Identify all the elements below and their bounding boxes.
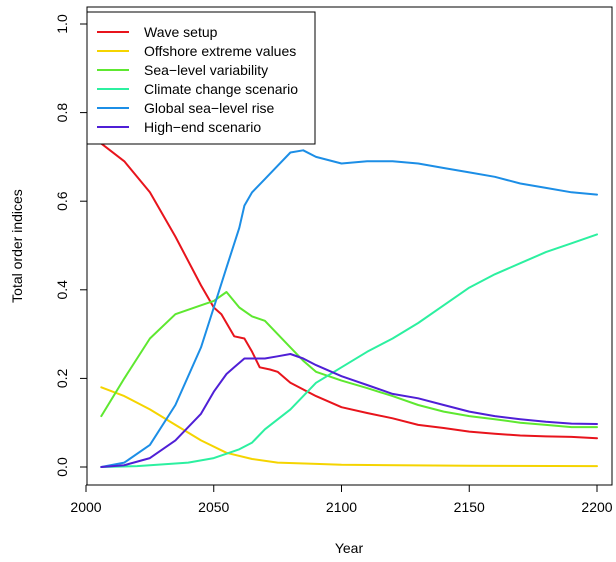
x-tick-label-1: 2050 [198, 499, 229, 515]
legend-box [86, 11, 316, 145]
x-axis-title: Year [335, 540, 364, 556]
series-line-3 [100, 233, 598, 468]
legend-label-2: Sea−level variability [144, 62, 268, 78]
series-line-5 [100, 353, 598, 468]
legend-label-3: Climate change scenario [144, 81, 298, 97]
legend: Wave setup Offshore extreme values Sea−lev… [86, 11, 316, 145]
series-line-1 [100, 386, 598, 468]
legend-label-1: Offshore extreme values [144, 43, 296, 59]
legend-label-0: Wave setup [144, 24, 218, 40]
y-tick-label-3: 0.6 [54, 191, 70, 211]
series-layer [100, 142, 598, 468]
legend-label-4: Global sea−level rise [144, 100, 275, 116]
y-tick-label-4: 0.8 [54, 103, 70, 123]
y-tick-label-0: 0.0 [54, 457, 70, 477]
legend-label-5: High−end scenario [144, 119, 261, 135]
series-line-2 [100, 291, 598, 429]
y-tick-label-1: 0.2 [54, 368, 70, 388]
y-axis-title: Total order indices [9, 189, 25, 303]
y-tick-label-2: 0.4 [54, 280, 70, 300]
series-line-4 [100, 149, 598, 468]
y-tick-label-5: 1.0 [54, 14, 70, 34]
x-tick-label-2: 2100 [326, 499, 357, 515]
x-tick-label-4: 2200 [581, 499, 612, 515]
x-tick-label-3: 2150 [454, 499, 485, 515]
y-axis: 0.0 0.2 0.4 0.6 0.8 1.0 [54, 14, 88, 477]
series-line-0 [100, 142, 598, 440]
x-tick-label-0: 2000 [70, 499, 101, 515]
x-axis: 2000 2050 2100 2150 2200 [70, 484, 613, 515]
